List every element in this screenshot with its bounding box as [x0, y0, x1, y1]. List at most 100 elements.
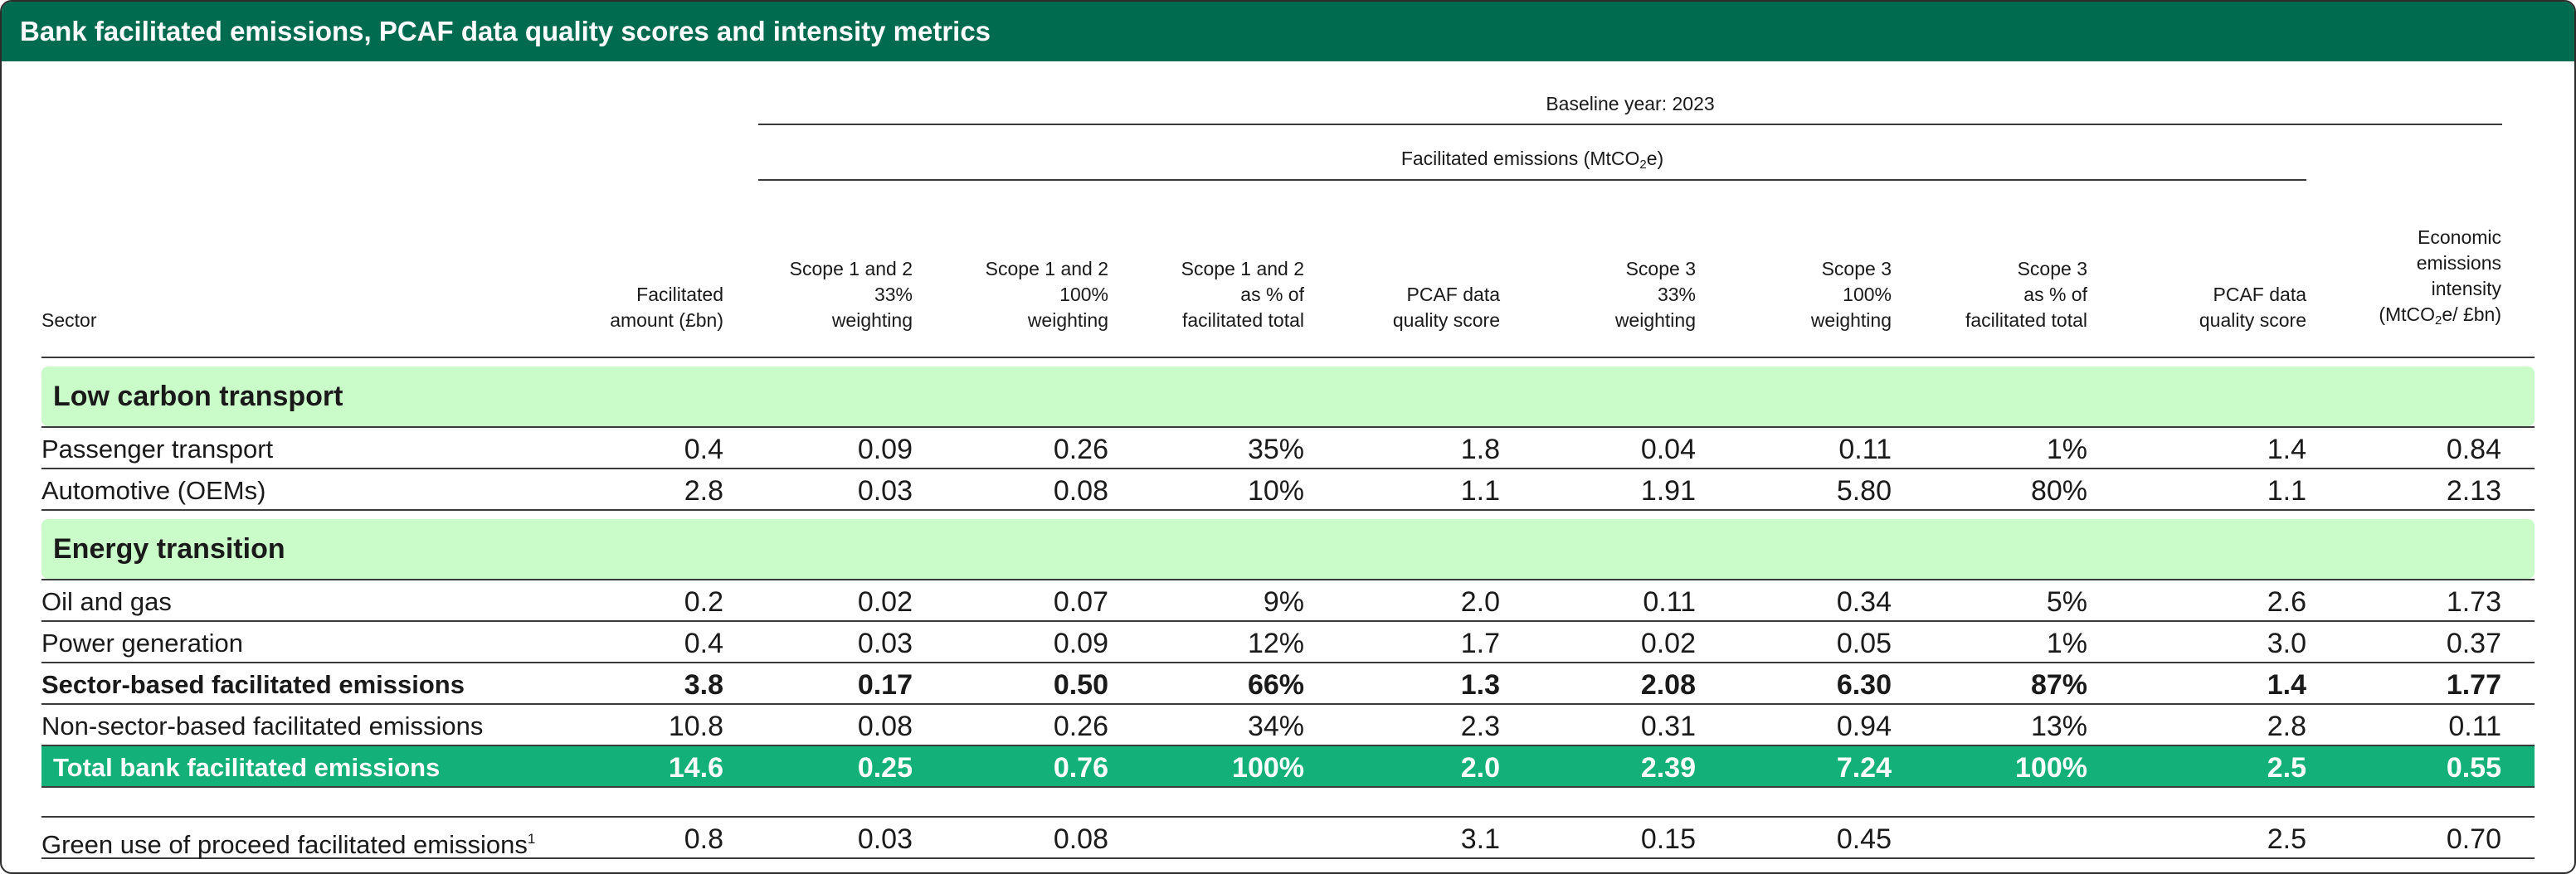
cell-scope12-pct: 12% [1247, 628, 1304, 659]
cell-intensity: 0.84 [2446, 434, 2501, 465]
cell-amount: 0.2 [684, 586, 723, 618]
footnote-marker: 1 [527, 831, 536, 847]
row-label: Non-sector-based facilitated emissions [41, 711, 484, 740]
cell-scope3-100: 0.11 [1838, 434, 1892, 465]
cell-scope3-33: 2.39 [1640, 752, 1696, 784]
cell-pcaf-1: 1.1 [1460, 475, 1500, 507]
cell-scope12-100: 0.08 [1053, 823, 1108, 855]
cell-intensity: 0.11 [2448, 711, 2501, 742]
cell-scope12-100: 0.26 [1053, 711, 1108, 742]
cell-pcaf-1: 1.7 [1460, 628, 1500, 659]
cell-scope3-33: 1.91 [1640, 475, 1696, 507]
row-label: Passenger transport [41, 435, 274, 464]
row-label: Automotive (OEMs) [41, 476, 266, 505]
data-table: Low carbon transport Passenger transport… [41, 358, 2535, 859]
cell-scope12-100: 0.50 [1053, 669, 1108, 701]
cell-scope3-100: 0.94 [1836, 711, 1892, 742]
cell-scope12-pct: 66% [1247, 669, 1304, 701]
col-scope12-pct: Scope 1 and 2 as % of facilitated total [1181, 258, 1304, 331]
cell-scope12-pct: 9% [1263, 586, 1304, 618]
section-energy-transition: Energy transition [41, 519, 2535, 579]
col-scope3-pct: Scope 3 as % of facilitated total [1965, 258, 2087, 331]
col-pcaf-2: PCAF data quality score [2199, 284, 2306, 331]
cell-scope3-pct: 1% [2046, 628, 2087, 659]
cell-pcaf-1: 3.1 [1460, 823, 1500, 855]
col-scope3-100: Scope 3 100% weighting [1810, 258, 1892, 331]
cell-scope3-pct: 5% [2046, 586, 2087, 618]
cell-scope12-pct: 10% [1247, 475, 1304, 507]
col-pcaf-1: PCAF data quality score [1392, 284, 1500, 331]
cell-intensity: 0.55 [2446, 752, 2501, 784]
cell-scope12-33: 0.02 [857, 586, 913, 618]
column-headers: Sector Facilitated amount (£bn) Scope 1 a… [41, 186, 2535, 345]
cell-scope12-pct: 100% [1232, 752, 1304, 784]
cell-scope12-33: 0.17 [857, 669, 913, 701]
cell-scope3-pct: 1% [2046, 434, 2087, 465]
spacer-rule [41, 788, 2535, 818]
cell-scope12-33: 0.09 [857, 434, 913, 465]
cell-scope12-100: 0.26 [1053, 434, 1108, 465]
cell-pcaf-2: 2.6 [2267, 586, 2306, 618]
cell-pcaf-2: 3.0 [2267, 628, 2306, 659]
header-rule [41, 357, 2535, 358]
cell-intensity: 1.77 [2446, 669, 2501, 701]
cell-scope3-pct: 13% [2030, 711, 2087, 742]
cell-pcaf-2: 1.4 [2267, 669, 2306, 701]
fe-label-suffix: e) [1646, 148, 1664, 169]
cell-pcaf-1: 1.8 [1460, 434, 1500, 465]
cell-scope12-33: 0.03 [857, 475, 913, 507]
col-amount: Facilitated amount (£bn) [610, 284, 723, 331]
cell-amount: 0.8 [684, 823, 723, 855]
cell-scope3-33: 0.11 [1643, 586, 1696, 618]
cell-scope3-33: 0.02 [1640, 628, 1696, 659]
cell-scope3-pct: 87% [2030, 669, 2087, 701]
cell-scope12-33: 0.03 [857, 628, 913, 659]
cell-pcaf-2: 2.5 [2267, 752, 2306, 784]
fe-label-text: Facilitated emissions (MtCO [1400, 148, 1640, 169]
table-row: Non-sector-based facilitated emissions 10… [41, 705, 2535, 746]
cell-scope3-pct: 100% [2015, 752, 2087, 784]
col-sector: Sector [41, 309, 97, 331]
row-label: Total bank facilitated emissions [53, 753, 441, 782]
cell-pcaf-2: 1.1 [2267, 475, 2306, 507]
cell-pcaf-2: 1.4 [2267, 434, 2306, 465]
table-row: Green use of proceed facilitated emissio… [41, 818, 2535, 859]
cell-amount: 2.8 [684, 475, 723, 507]
cell-scope12-33: 0.03 [857, 823, 913, 855]
section-low-carbon-transport: Low carbon transport [41, 367, 2535, 426]
cell-pcaf-1: 2.3 [1460, 711, 1500, 742]
col-scope12-100: Scope 1 and 2 100% weighting [985, 258, 1108, 331]
total-row: Total bank facilitated emissions 14.6 0.25… [41, 746, 2535, 788]
cell-scope3-100: 7.24 [1836, 752, 1892, 784]
baseline-rule [758, 124, 2502, 125]
cell-pcaf-2: 2.8 [2267, 711, 2306, 742]
cell-scope3-33: 0.31 [1640, 711, 1696, 742]
cell-amount: 0.4 [684, 628, 723, 659]
cell-pcaf-1: 1.3 [1460, 669, 1500, 701]
facilitated-emissions-rule [758, 179, 2306, 181]
col-intensity: Economic emissions intensity (MtCO2e/ £bn) [2379, 226, 2501, 328]
cell-intensity: 1.73 [2446, 586, 2501, 618]
cell-amount: 0.4 [684, 434, 723, 465]
cell-scope3-33: 0.04 [1640, 434, 1696, 465]
cell-scope12-pct: 34% [1247, 711, 1304, 742]
row-label: Power generation [41, 629, 243, 658]
page-title: Bank facilitated emissions, PCAF data qu… [2, 2, 2574, 61]
row-label: Oil and gas [41, 587, 172, 616]
cell-pcaf-1: 2.0 [1460, 586, 1500, 618]
cell-amount: 3.8 [684, 669, 723, 701]
cell-intensity: 2.13 [2446, 475, 2501, 507]
cell-intensity: 0.37 [2446, 628, 2501, 659]
col-scope12-33: Scope 1 and 2 33% weighting [789, 258, 913, 331]
cell-amount: 10.8 [668, 711, 723, 742]
cell-scope3-100: 0.45 [1836, 823, 1892, 855]
table-row: Sector-based facilitated emissions 3.8 0.1… [41, 663, 2535, 705]
cell-scope3-pct: 80% [2030, 475, 2087, 507]
table-row: Passenger transport 0.4 0.09 0.26 35% 1.8 0.04… [41, 426, 2535, 469]
cell-scope12-pct: 35% [1247, 434, 1304, 465]
cell-scope12-100: 0.76 [1053, 752, 1108, 784]
cell-scope3-33: 0.15 [1640, 823, 1696, 855]
cell-scope3-100: 6.30 [1836, 669, 1892, 701]
cell-scope12-100: 0.08 [1053, 475, 1108, 507]
